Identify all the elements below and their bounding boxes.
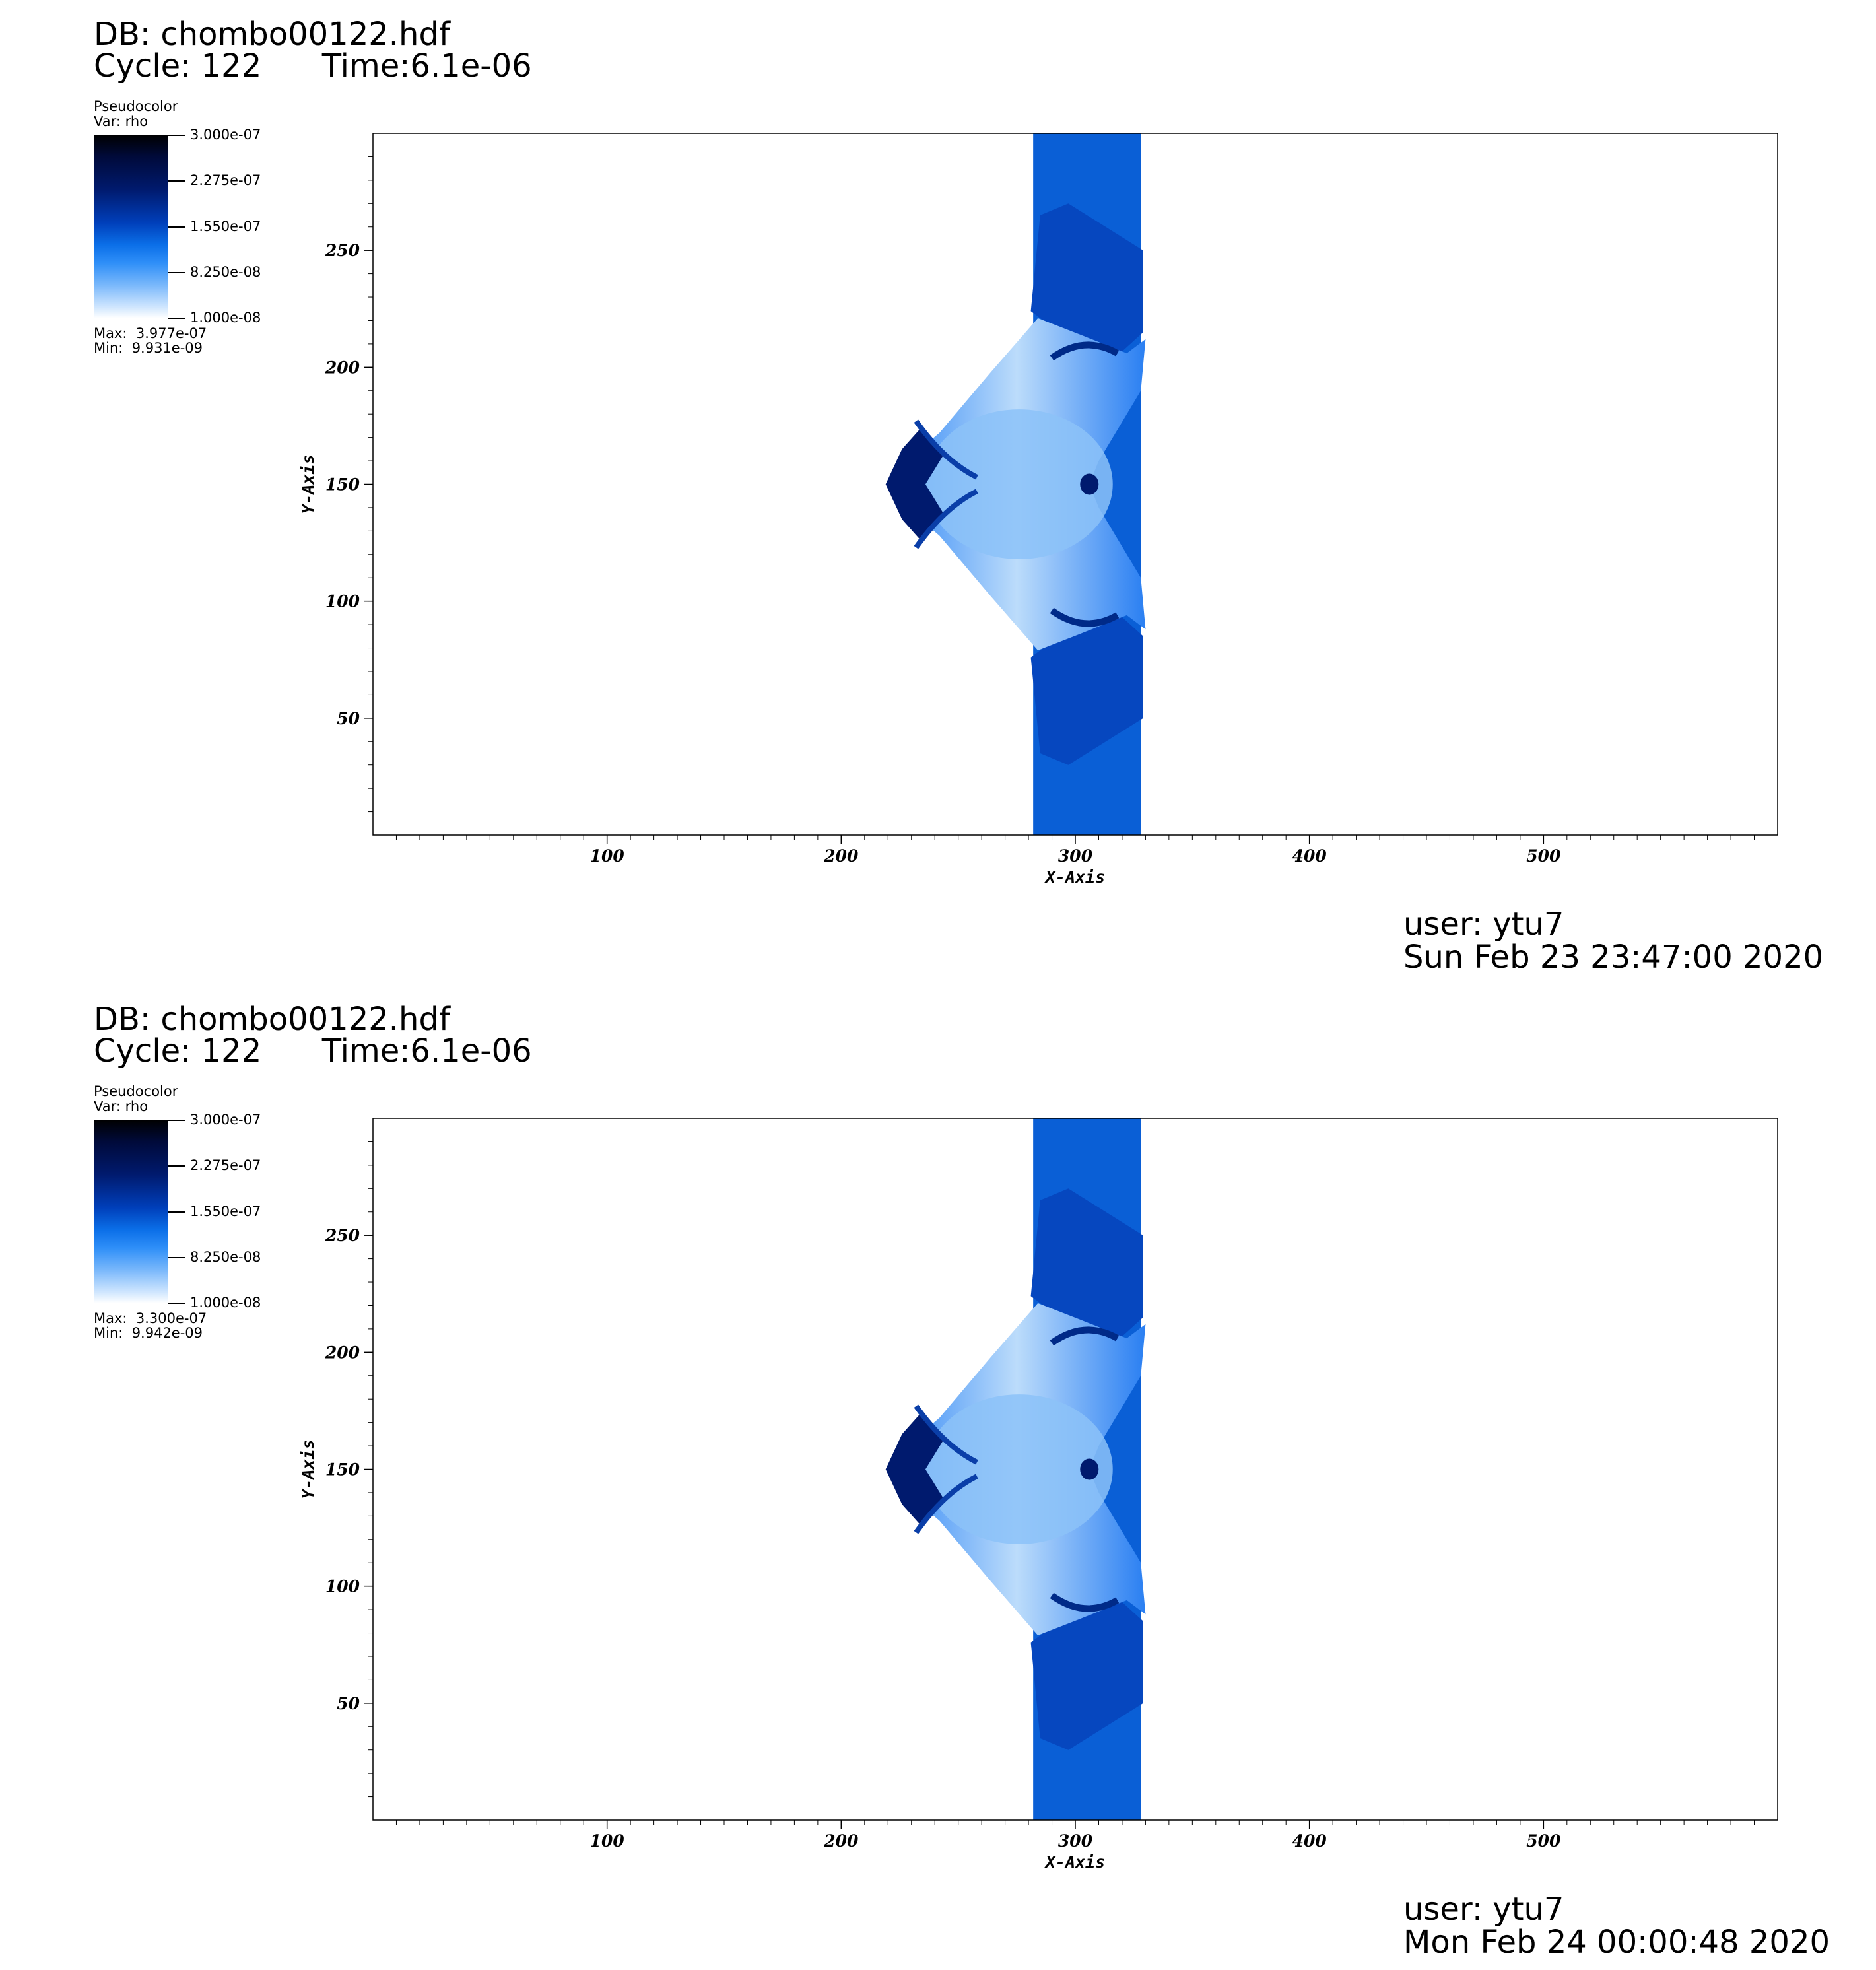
x-tick-label: 300 [1058,1831,1093,1851]
colorbar-tick [168,272,185,273]
x-tick-label: 300 [1058,846,1093,866]
date-label: Mon Feb 24 00:00:48 2020 [1403,1924,1830,1961]
colorbar-label: 1.550e-07 [190,219,261,234]
colorbar-label: 8.250e-08 [190,264,261,280]
colorbar [94,135,168,318]
colorbar-label: 1.000e-08 [190,310,261,325]
colorbar-label: 3.000e-07 [190,127,261,143]
legend-max: Max: 3.300e-07 [94,1310,207,1326]
colorbar-tick [168,1120,185,1121]
time-label: Time:6.1e-06 [321,1033,532,1070]
y-axis-title: Y-Axis [298,1439,318,1499]
panel-2: DB: chombo00122.hdf Cycle: 122 Time:6.1e… [0,985,1876,1970]
y-tick-label: 100 [325,592,360,611]
lower-shock-band [1030,1598,1143,1750]
axis-ticks: 100 200 300 400 500 50 100 150 200 250 [325,1226,1561,1851]
plot-area: 100 200 300 400 500 50 100 150 200 250 X-Axis Y-Axi… [298,133,1778,887]
legend-min: Min: 9.931e-09 [94,340,203,356]
y-tick-label: 250 [325,1226,360,1245]
colorbar-tick [168,1165,185,1167]
cycle-time-line: Cycle: 122 Time:6.1e-06 [94,1034,532,1068]
time-label: Time:6.1e-06 [321,48,532,85]
colorbar-tick [168,1303,185,1304]
inner-clump [925,409,1113,559]
y-tick-label: 250 [325,241,360,260]
legend-var: Var: rho [94,1099,149,1114]
lower-cap [1050,1592,1120,1612]
panel-1: DB: chombo00122.hdf Cycle: 122 Time:6.1e… [94,16,1824,976]
lower-cap [1050,607,1120,627]
legend-title: Pseudocolor [94,98,178,114]
colorbar-tick [168,1257,185,1258]
axis-ticks: 100 200 300 400 500 50 100 150 200 250 [325,241,1561,866]
colorbar-label: 1.550e-07 [190,1204,261,1219]
cycle-label: Cycle: 122 [94,1033,262,1070]
y-axis-title: Y-Axis [298,454,318,514]
date-label: Sun Feb 23 23:47:00 2020 [1403,939,1824,976]
apex-dense-cusp [885,1413,945,1526]
x-tick-label: 200 [823,846,859,866]
cycle-time-line: Cycle: 122 Time:6.1e-06 [94,49,532,83]
legend-max: Max: 3.977e-07 [94,325,207,341]
upper-filament [914,419,978,480]
colorbar-label: 8.250e-08 [190,1249,261,1265]
upper-filament [914,1404,978,1465]
lower-filament [914,489,978,549]
x-axis-title: X-Axis [1044,867,1105,887]
colorbar-tick [168,1211,185,1213]
y-tick-label: 200 [325,358,360,377]
lower-shock-band [1030,613,1143,765]
cycle-label: Cycle: 122 [94,48,262,85]
colorbar-label: 2.275e-07 [190,172,261,188]
x-tick-label: 200 [823,1831,859,1851]
x-tick-label: 500 [1526,1831,1561,1851]
x-tick-label: 100 [590,1831,625,1851]
density-field [885,133,1146,835]
lower-filament [914,1474,978,1534]
colorbar-tick [168,318,185,319]
legend-title: Pseudocolor [94,1083,178,1099]
x-axis-title: X-Axis [1044,1852,1105,1872]
y-tick-label: 150 [325,1460,360,1479]
colorbar-tick [168,135,185,136]
x-tick-label: 400 [1292,846,1327,866]
right-dense-knot [1080,1458,1099,1480]
db-title: DB: chombo00122.hdf [94,16,450,53]
right-dense-knot [1080,473,1099,495]
y-tick-label: 50 [337,709,360,728]
colorbar-tick [168,180,185,182]
x-tick-label: 400 [1292,1831,1327,1851]
density-field [885,1118,1146,1820]
colorbar-label: 1.000e-08 [190,1295,261,1310]
upper-cap [1050,1326,1120,1346]
colorbar-label: 3.000e-07 [190,1112,261,1128]
x-tick-label: 500 [1526,846,1561,866]
upper-cap [1050,341,1120,361]
x-tick-label: 100 [590,846,625,866]
legend-var: Var: rho [94,114,149,129]
db-title: DB: chombo00122.hdf [94,1001,450,1038]
inner-clump [925,1394,1113,1544]
user-label: user: ytu7 [1403,1891,1564,1928]
colorbar [94,1120,168,1303]
upper-shock-band [1030,203,1143,356]
y-tick-label: 150 [325,475,360,494]
user-label: user: ytu7 [1403,906,1564,943]
colorbar-tick [168,226,185,228]
legend-min: Min: 9.942e-09 [94,1325,203,1341]
upper-shock-band [1030,1188,1143,1341]
colorbar-label: 2.275e-07 [190,1157,261,1173]
y-tick-label: 50 [337,1694,360,1713]
plot-area: 100 200 300 400 500 50 100 150 200 250 X-Axis Y-Axi… [298,1118,1778,1872]
y-tick-label: 100 [325,1577,360,1596]
y-tick-label: 200 [325,1343,360,1362]
minor-ticks [368,1141,1755,1825]
apex-dense-cusp [885,428,945,541]
